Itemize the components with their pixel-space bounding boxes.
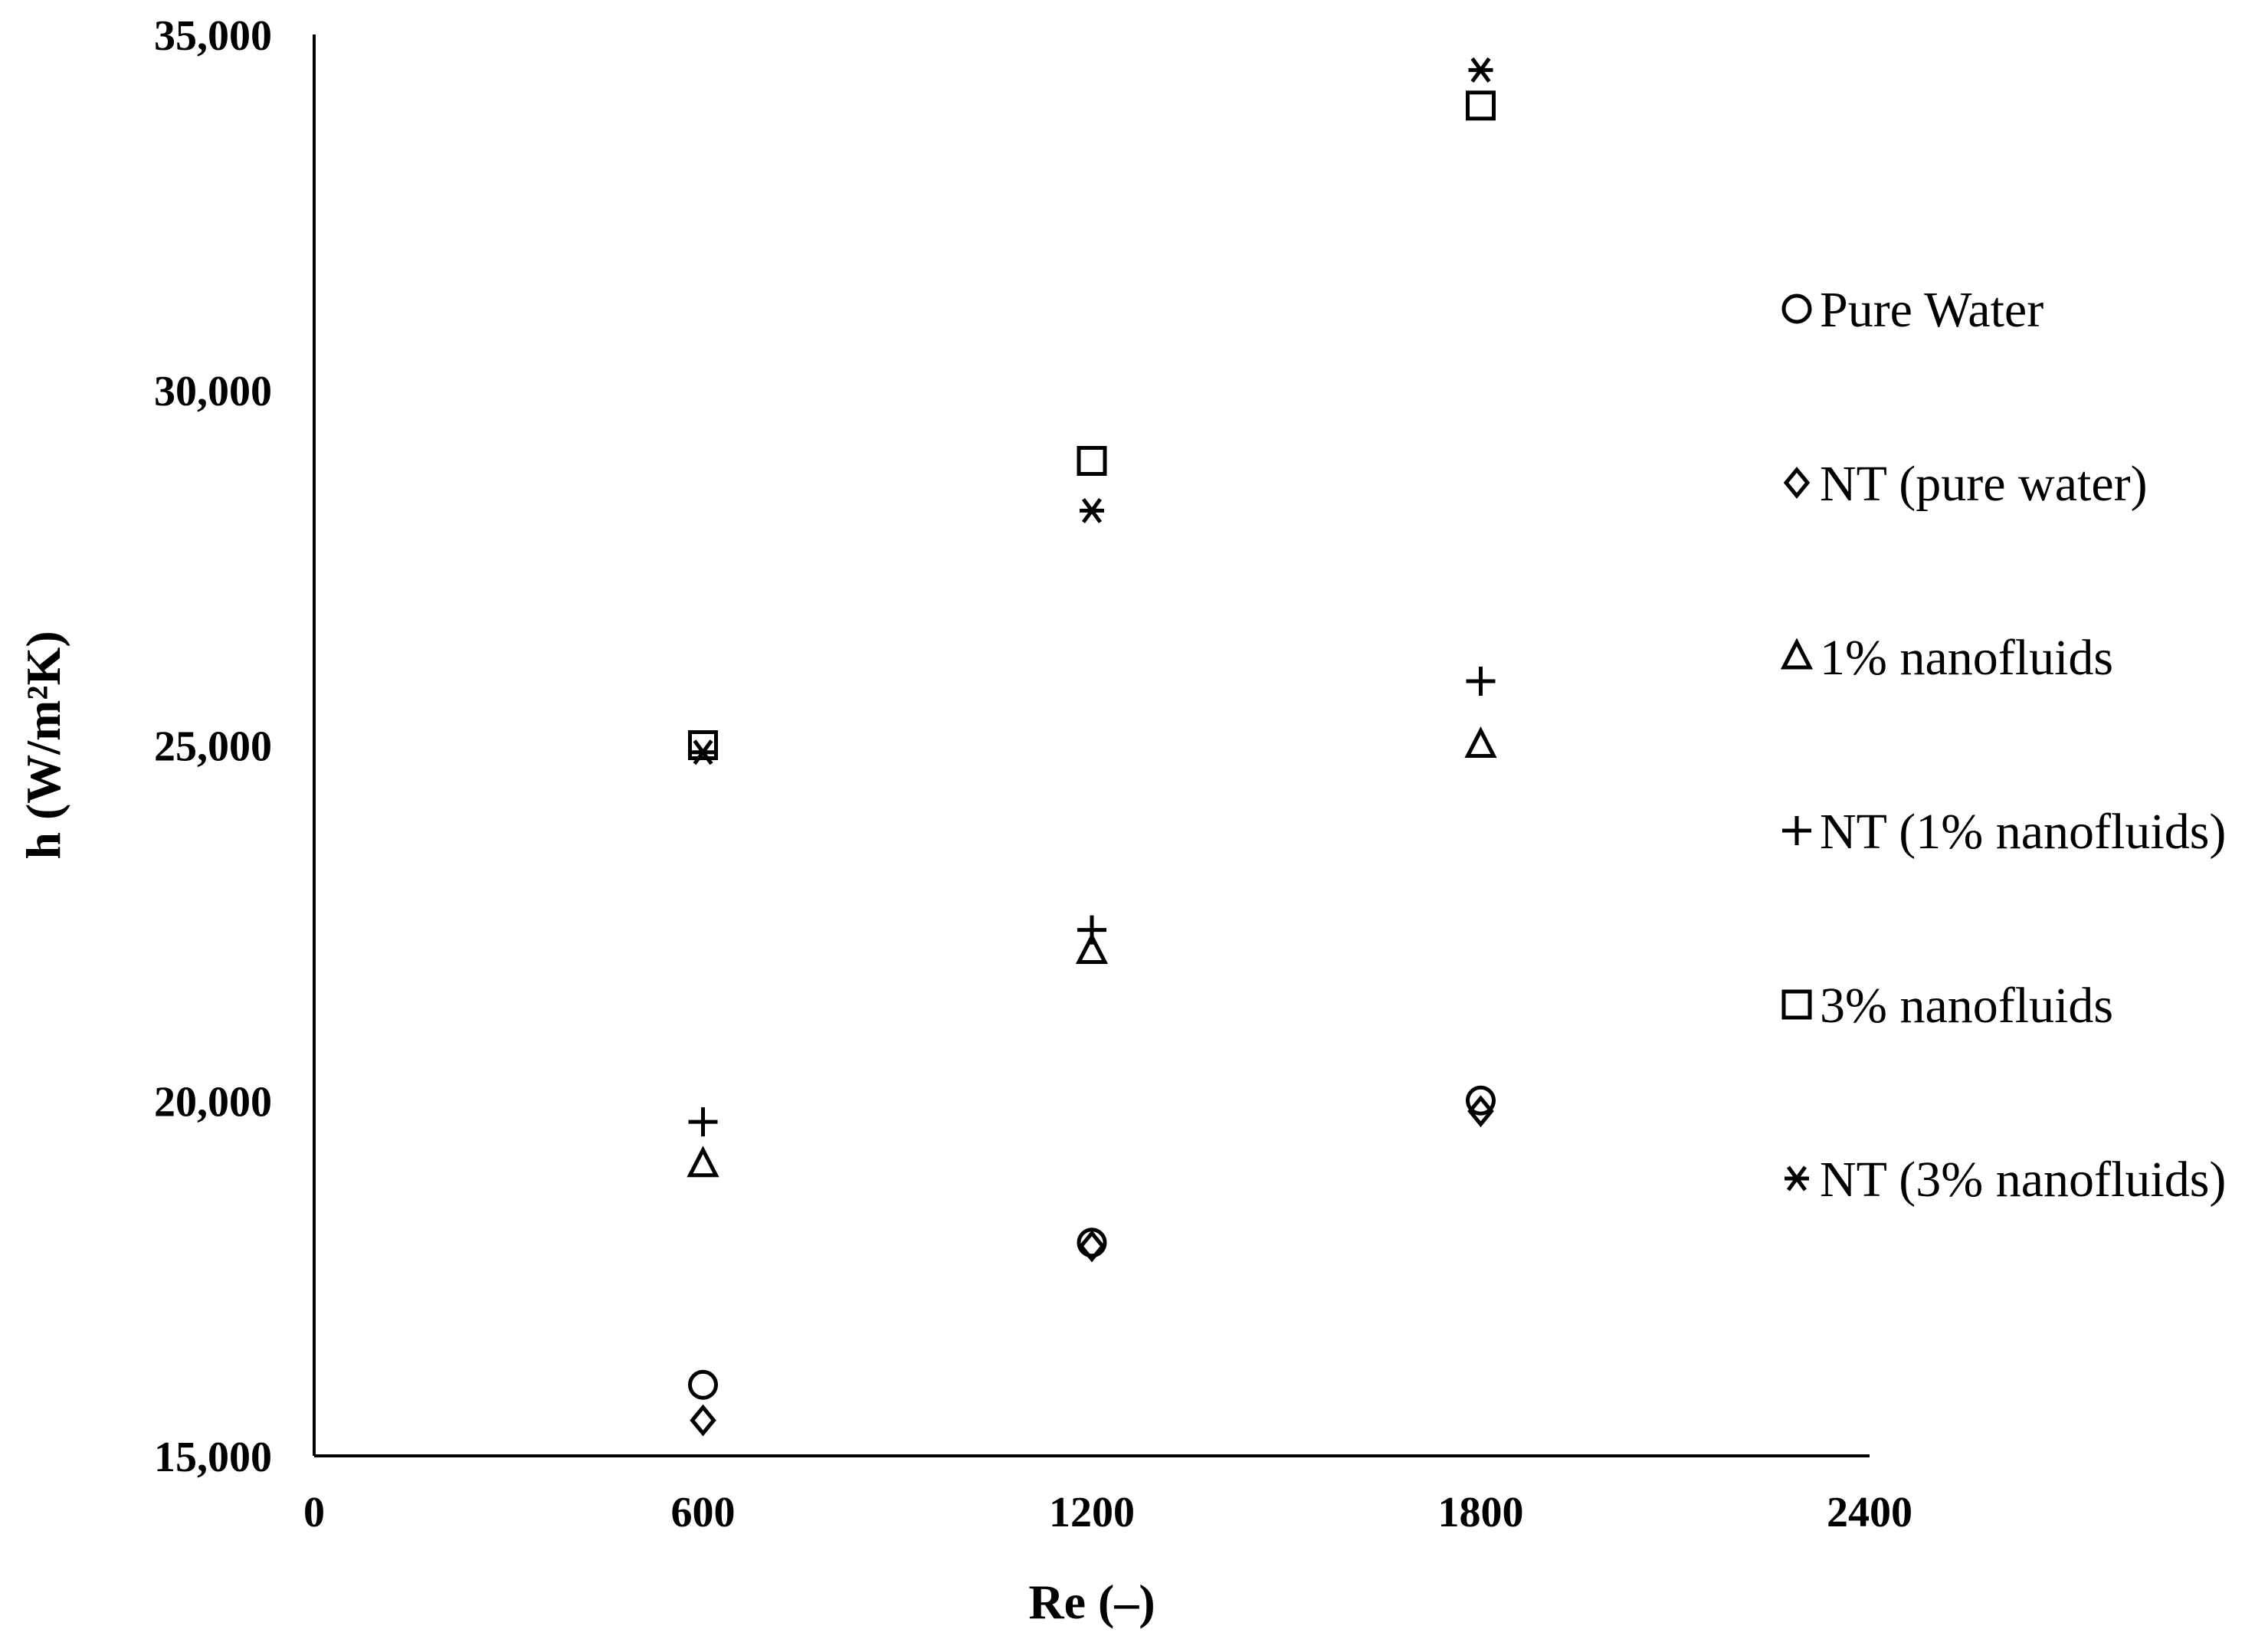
data-point-series-1 (688, 1369, 718, 1400)
data-point-series-5 (688, 730, 718, 760)
legend-marker (1783, 467, 1811, 499)
plot-area: 0 600 1200 1800 2400 15,000 20,000 25,000 30,000… (16, 12, 1912, 1629)
legend: Pure Water NT (pure water) 1% nanofluids NT… (1780, 282, 2226, 1208)
data-point-series-6 (690, 739, 716, 765)
legend-marker (1780, 638, 1814, 670)
data-point-series-1 (1466, 1085, 1496, 1116)
data-points (687, 57, 1497, 1437)
x-tick-label: 1800 (1438, 1489, 1524, 1536)
x-tick-label: 0 (303, 1489, 325, 1536)
data-point-series-5 (1077, 446, 1107, 476)
data-point-series-5 (1466, 90, 1496, 121)
y-axis-title: h (W/m²K) (16, 631, 70, 859)
data-point-series-3 (687, 1146, 719, 1178)
legend-item: NT (1% nanofluids) (1782, 804, 2226, 860)
legend-label: NT (3% nanofluids) (1820, 1152, 2226, 1208)
data-point-series-6 (1080, 497, 1104, 523)
data-point-series-6 (1468, 57, 1493, 83)
legend-label: Pure Water (1820, 282, 2043, 338)
legend-marker (1785, 1165, 1809, 1192)
y-tick-label: 35,000 (154, 12, 272, 60)
data-point-series-2 (1078, 1230, 1106, 1263)
legend-item: 1% nanofluids (1780, 630, 2113, 686)
legend-marker (1782, 816, 1811, 845)
legend-marker (1781, 293, 1812, 324)
y-tick-label: 15,000 (154, 1434, 272, 1481)
data-point-series-2 (690, 1404, 716, 1437)
data-point-series-3 (1464, 726, 1497, 758)
legend-item: NT (pure water) (1783, 456, 2148, 512)
legend-marker (1781, 989, 1812, 1020)
legend-item: NT (3% nanofluids) (1785, 1152, 2226, 1208)
x-tick-label: 2400 (1827, 1489, 1912, 1536)
data-point-series-4 (1466, 667, 1496, 697)
data-point-series-3 (1075, 933, 1109, 964)
data-point-series-4 (1077, 915, 1106, 945)
x-axis-title: Re (–) (1028, 1575, 1155, 1629)
x-tick-label: 1200 (1049, 1489, 1135, 1536)
legend-item: Pure Water (1781, 282, 2043, 338)
data-point-series-2 (1467, 1095, 1494, 1128)
y-tick-label: 20,000 (154, 1078, 272, 1126)
y-tick-label: 25,000 (154, 723, 272, 771)
legend-label: NT (pure water) (1820, 456, 2148, 512)
legend-label: 1% nanofluids (1820, 630, 2113, 686)
legend-label: 3% nanofluids (1820, 978, 2113, 1034)
data-point-series-1 (1077, 1228, 1107, 1258)
legend-item: 3% nanofluids (1781, 978, 2113, 1034)
x-tick-label: 600 (671, 1489, 736, 1536)
y-tick-label: 30,000 (154, 368, 272, 415)
data-point-series-4 (688, 1107, 718, 1137)
legend-label: NT (1% nanofluids) (1820, 804, 2226, 860)
